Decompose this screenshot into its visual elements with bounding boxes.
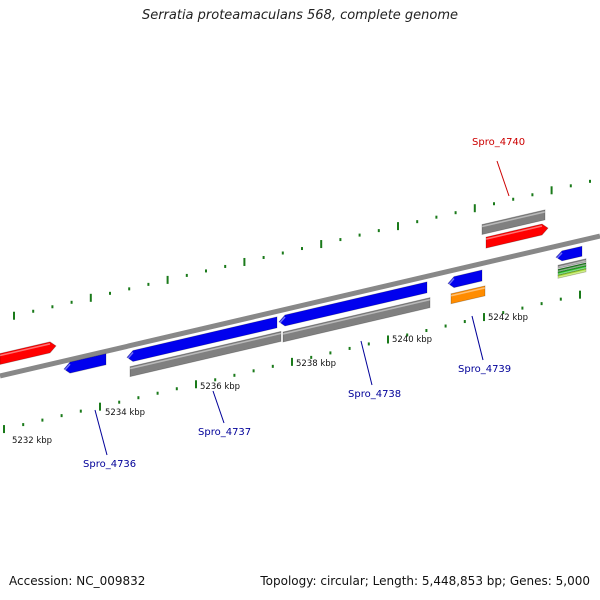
feature-block-orange[interactable] [450, 285, 486, 305]
edge-feature-0-highlight [557, 260, 587, 269]
cds-arrow-spro-4736[interactable] [63, 353, 107, 374]
accession-text: Accession: NC_009832 [9, 574, 146, 588]
cds-arrow-spro-4738-highlight [278, 316, 286, 325]
gene-block-spro-4740-highlight [481, 211, 546, 228]
scale-label: 5234 kbp [105, 408, 145, 418]
cds-arrow-spro-4737[interactable] [126, 316, 278, 362]
gene-block-spro-4738[interactable] [282, 297, 431, 343]
map-title: Serratia proteamaculans 568, complete ge… [141, 8, 459, 23]
cds-arrow-spro-4737-highlight [126, 351, 134, 360]
scale-label: 5232 kbp [12, 436, 52, 446]
gene-label-leader [360, 340, 373, 386]
scale-label: 5236 kbp [200, 382, 240, 392]
cds-arrow-spro-4736-highlight [63, 363, 71, 372]
scale-label: 5238 kbp [296, 359, 336, 369]
gene-label-leader [94, 409, 108, 456]
gene-label-spro-4740[interactable]: Spro_4740 [472, 137, 525, 148]
feature-layer [0, 209, 587, 378]
gene-label-leader [496, 160, 510, 197]
gene-block-spro-4738-highlight [282, 298, 431, 335]
gene-label-spro-4738[interactable]: Spro_4738 [348, 389, 401, 400]
cds-arrow-forward-highlight [0, 343, 51, 357]
cds-arrow-spro-4740-highlight [485, 225, 543, 240]
scale-label: 5240 kbp [392, 335, 432, 345]
label-layer: 5232 kbp 5234 kbp 5236 kbp 5238 kbp 5240 kbp… [12, 137, 528, 470]
feature-block-orange-highlight [450, 287, 486, 297]
gene-block-spro-4737-highlight [129, 332, 282, 370]
cds-arrow-edge-highlight [555, 252, 563, 260]
edge-feature-3-highlight [557, 270, 587, 279]
cds-arrow-spro-4740[interactable] [485, 223, 549, 249]
cds-arrow-edge[interactable] [555, 245, 583, 262]
genome-backbone [0, 233, 600, 379]
edge-feature-2-highlight [557, 267, 587, 276]
cds-arrow-spro-4739[interactable] [447, 269, 483, 288]
edge-feature-1-highlight [557, 264, 587, 273]
gene-block-spro-4740[interactable] [481, 209, 546, 236]
cds-arrow-forward[interactable] [0, 341, 57, 365]
edge-feature-0[interactable] [557, 258, 587, 269]
tick-marks [3, 179, 591, 434]
gene-label-spro-4737[interactable]: Spro_4737 [198, 427, 251, 438]
gene-label-leader [212, 390, 225, 424]
gene-block-spro-4737[interactable] [129, 330, 282, 378]
edge-feature-3[interactable] [557, 268, 587, 279]
gene-label-leader [471, 315, 484, 361]
gene-label-spro-4736[interactable]: Spro_4736 [83, 459, 136, 470]
cds-arrow-spro-4738[interactable] [278, 281, 428, 327]
gene-label-spro-4739[interactable]: Spro_4739 [458, 364, 511, 375]
scale-label: 5242 kbp [488, 313, 528, 323]
cds-arrow-spro-4739-highlight [447, 278, 455, 286]
genome-stats-text: Topology: circular; Length: 5,448,853 bp… [260, 574, 590, 588]
